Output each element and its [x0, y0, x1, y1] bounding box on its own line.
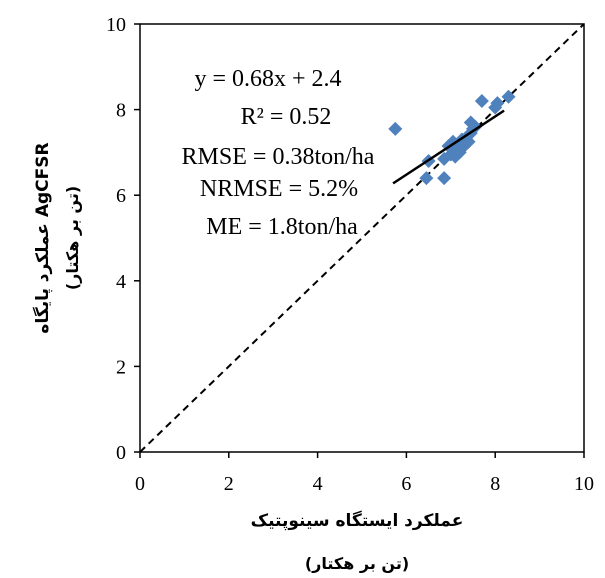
y-tick-label: 8	[116, 100, 126, 122]
x-axis-title: عملکرد ایستگاه سینوپتیک	[251, 510, 464, 531]
y-axis-title: عملکرد پایگاه AgCFSR	[32, 142, 53, 333]
data-point	[437, 171, 452, 186]
data-point	[474, 94, 489, 109]
plot-area-frame	[139, 23, 585, 453]
annotation-r-squared: R² = 0.52	[241, 104, 332, 130]
y-tick-labels: 0 2 4 6 8 10	[106, 14, 126, 464]
x-tick-label: 0	[135, 473, 145, 495]
x-tick-label: 4	[313, 473, 323, 495]
y-axis-unit: (تن بر هکتار)	[63, 186, 82, 290]
data-point	[490, 96, 505, 111]
annotation-rmse: RMSE = 0.38ton/ha	[182, 144, 375, 170]
data-point	[388, 121, 403, 136]
annotation-me: ME = 1.8ton/ha	[206, 214, 358, 240]
data-points	[388, 89, 516, 186]
annotation-nrmse: NRMSE = 5.2%	[200, 176, 358, 202]
axis-ticks	[134, 23, 585, 458]
y-tick-label: 10	[106, 14, 126, 36]
regression-trendline	[392, 109, 505, 185]
annotation-equation: y = 0.68x + 2.4	[194, 66, 341, 92]
data-point	[419, 171, 434, 186]
y-tick-label: 2	[116, 356, 126, 378]
data-point	[468, 119, 483, 134]
x-tick-label: 10	[574, 473, 594, 495]
x-tick-label: 2	[224, 473, 234, 495]
regression-annotations: y = 0.68x + 2.4 R² = 0.52 RMSE = 0.38ton…	[182, 66, 375, 240]
x-tick-label: 6	[401, 473, 411, 495]
y-tick-label: 0	[116, 442, 126, 464]
y-tick-label: 6	[116, 185, 126, 207]
one-to-one-reference-line	[139, 23, 585, 453]
x-tick-labels: 0 2 4 6 8 10	[135, 473, 594, 495]
y-tick-label: 4	[116, 271, 126, 293]
x-axis-unit: (تن بر هکتار)	[305, 554, 409, 573]
x-tick-label: 8	[490, 473, 500, 495]
data-point	[501, 89, 516, 104]
